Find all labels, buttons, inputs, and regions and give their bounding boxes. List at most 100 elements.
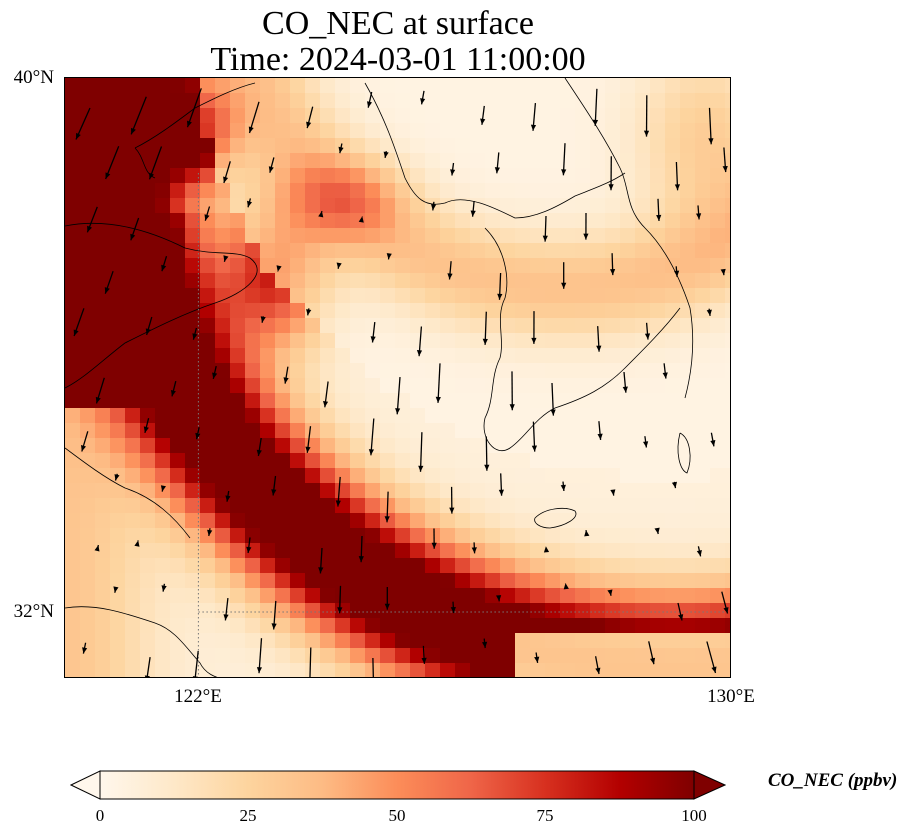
field-cell <box>335 348 351 364</box>
field-cell <box>725 168 730 184</box>
wind-arrow <box>560 481 566 492</box>
field-cell <box>485 108 501 124</box>
coastlines <box>65 78 694 677</box>
field-cell <box>680 273 696 289</box>
field-cell <box>695 453 711 469</box>
field-cell <box>290 168 306 184</box>
field-cell <box>455 663 471 677</box>
wind-arrow <box>416 326 423 357</box>
coastline-segment <box>65 447 191 539</box>
field-cell <box>95 543 111 559</box>
field-cell <box>680 93 696 109</box>
wind-arrow <box>73 308 85 337</box>
field-cell <box>335 333 351 349</box>
field-cell <box>245 468 261 484</box>
field-cell <box>455 288 471 304</box>
field-cell <box>230 588 246 604</box>
field-cell <box>155 528 171 544</box>
field-cell <box>80 288 96 304</box>
field-cell <box>635 228 651 244</box>
field-cell <box>305 468 321 484</box>
field-cell <box>215 333 231 349</box>
field-cell <box>650 468 666 484</box>
field-cell <box>80 363 96 379</box>
field-cell <box>275 333 291 349</box>
field-cell <box>590 363 606 379</box>
field-cell <box>440 633 456 649</box>
field-cell <box>665 588 681 604</box>
field-cell <box>710 243 726 259</box>
field-cell <box>410 348 426 364</box>
field-cell <box>350 393 366 409</box>
field-cell <box>605 603 621 619</box>
field-cell <box>155 393 171 409</box>
field-cell <box>125 258 141 274</box>
field-cell <box>185 303 201 319</box>
field-cell <box>275 183 291 199</box>
wind-arrow <box>114 473 120 481</box>
field-cell <box>290 663 306 677</box>
field-cell <box>590 183 606 199</box>
field-cell <box>110 168 126 184</box>
field-cell <box>410 648 426 664</box>
field-cell <box>320 348 336 364</box>
field-cell <box>545 123 561 139</box>
field-cell <box>665 333 681 349</box>
field-cell <box>560 423 576 439</box>
field-cell <box>260 588 276 604</box>
field-cell <box>185 78 201 94</box>
field-cell <box>350 303 366 319</box>
field-cell <box>665 303 681 319</box>
field-cell <box>470 408 486 424</box>
field-cell <box>365 603 381 619</box>
field-cell <box>500 318 516 334</box>
field-cell <box>455 498 471 514</box>
field-cell <box>695 378 711 394</box>
wind-arrow <box>530 103 537 131</box>
field-cell <box>65 588 81 604</box>
field-cell <box>470 483 486 499</box>
field-cell <box>230 603 246 619</box>
field-cell <box>635 423 651 439</box>
field-cell <box>650 483 666 499</box>
field-cell <box>575 603 591 619</box>
field-cell <box>260 123 276 139</box>
field-cell <box>650 138 666 154</box>
field-cell <box>410 108 426 124</box>
field-cell <box>290 468 306 484</box>
field-cell <box>680 483 696 499</box>
field-cell <box>650 393 666 409</box>
field-cell <box>215 468 231 484</box>
field-cell <box>185 588 201 604</box>
field-cell <box>200 318 216 334</box>
field-cell <box>65 363 81 379</box>
field-cell <box>710 528 726 544</box>
field-cell <box>590 558 606 574</box>
field-cell <box>245 288 261 304</box>
field-cell <box>395 108 411 124</box>
field-cell <box>395 483 411 499</box>
field-cell <box>155 513 171 529</box>
field-cell <box>395 498 411 514</box>
map-panel[interactable] <box>64 77 731 678</box>
field-cell <box>635 483 651 499</box>
field-cell <box>470 333 486 349</box>
field-cell <box>65 603 81 619</box>
field-cell <box>545 558 561 574</box>
field-cell <box>680 618 696 634</box>
field-cell <box>440 408 456 424</box>
field-cell <box>110 408 126 424</box>
field-cell <box>515 663 531 677</box>
wind-arrow <box>607 589 613 596</box>
wind-arrow <box>336 262 342 269</box>
field-cell <box>260 333 276 349</box>
colorbar-tick-label: 25 <box>239 806 257 825</box>
field-cell <box>290 348 306 364</box>
field-cell <box>155 318 171 334</box>
field-cell <box>395 303 411 319</box>
field-cell <box>665 318 681 334</box>
field-cell <box>125 378 141 394</box>
field-cell <box>710 303 726 319</box>
field-cell <box>125 153 141 169</box>
field-cell <box>245 513 261 529</box>
